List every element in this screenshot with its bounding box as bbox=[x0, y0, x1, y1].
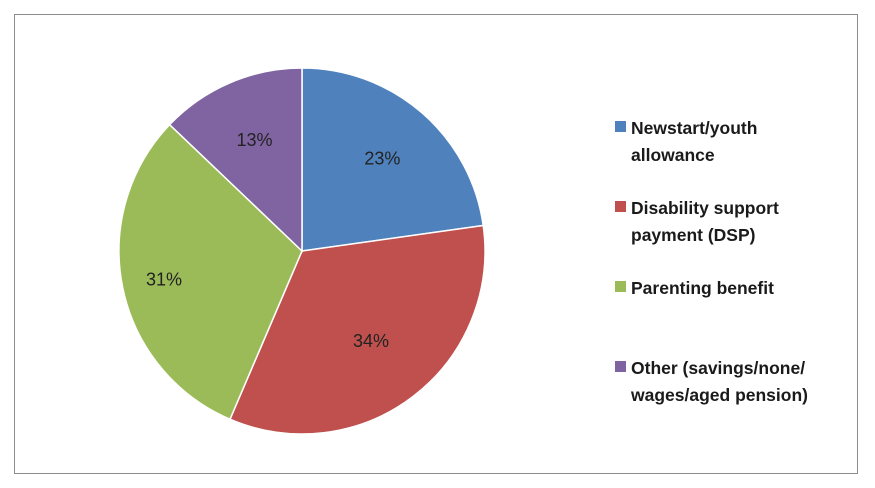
legend-label: Other (savings/none/ wages/aged pension) bbox=[631, 358, 808, 405]
legend-label: Newstart/youth allowance bbox=[631, 118, 758, 165]
pie-slice-2 bbox=[229, 224, 486, 435]
legend-swatch bbox=[615, 361, 626, 372]
pie-chart: 23% 34% 31% 13% bbox=[118, 67, 486, 435]
legend-swatch bbox=[615, 121, 626, 132]
legend-item: Parenting benefit bbox=[615, 275, 875, 302]
slice-data-label: 23% bbox=[364, 149, 400, 169]
chart-frame: 23% 34% 31% 13% Newstart/youth allowance Dis… bbox=[14, 14, 858, 474]
legend-swatch bbox=[615, 281, 626, 292]
slice-data-label: 31% bbox=[146, 269, 182, 289]
slice-data-label: 13% bbox=[236, 130, 272, 150]
legend-item: Newstart/youth allowance bbox=[615, 115, 875, 169]
pie-slice-4 bbox=[168, 67, 303, 253]
legend-label: Parenting benefit bbox=[631, 278, 774, 298]
pie-slice-1 bbox=[301, 67, 485, 252]
legend-swatch bbox=[615, 201, 626, 212]
legend-label: Disability support payment (DSP) bbox=[631, 198, 779, 245]
pie-slice-3 bbox=[118, 123, 303, 421]
legend-item: Other (savings/none/ wages/aged pension) bbox=[615, 355, 875, 409]
legend-item: Disability support payment (DSP) bbox=[615, 195, 875, 249]
slice-data-label: 34% bbox=[353, 331, 389, 351]
